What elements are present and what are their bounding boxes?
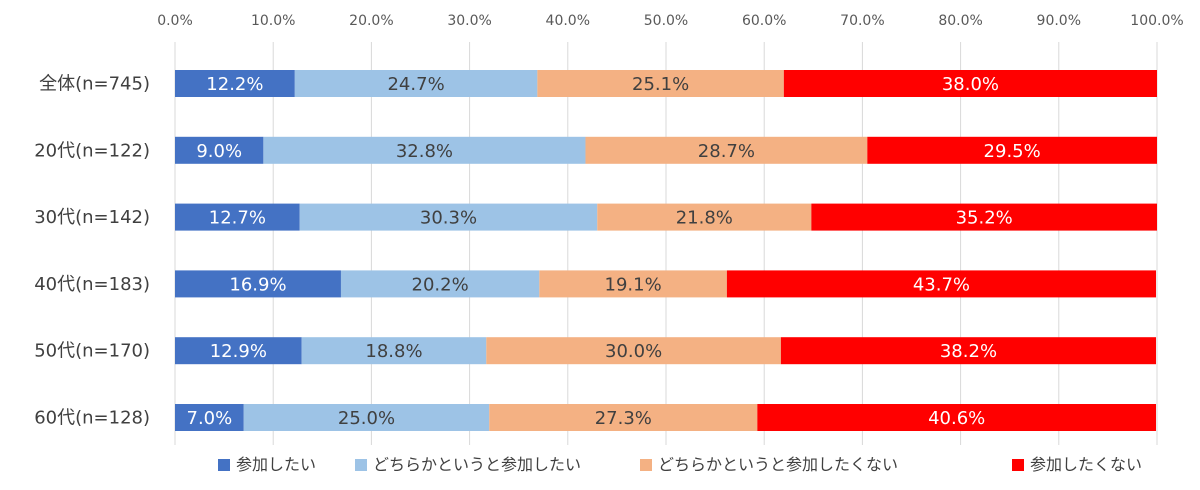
bar-segment	[486, 337, 781, 365]
legend-label: どちらかというと参加したい	[373, 455, 581, 474]
data-label: 21.8%	[676, 208, 733, 229]
data-label: 12.2%	[206, 74, 263, 95]
x-tick-label: 20.0%	[349, 13, 393, 29]
legend-label: どちらかというと参加したくない	[658, 455, 898, 474]
data-label: 43.7%	[913, 274, 970, 295]
data-label: 19.1%	[605, 274, 662, 295]
x-tick-label: 90.0%	[1037, 13, 1081, 29]
x-tick-label: 60.0%	[742, 13, 786, 29]
legend-swatch	[1012, 459, 1024, 471]
data-label: 7.0%	[187, 408, 233, 429]
data-label: 12.7%	[209, 208, 266, 229]
data-labels: 12.2% 24.7% 25.1% 38.0% 9.0% 32.8% 28.7% 29.5% 1…	[187, 74, 1041, 429]
category-labels: 全体(n=745) 20代(n=122) 30代(n=142) 40代(n=183) 5…	[34, 74, 150, 429]
bar-segment	[243, 404, 490, 431]
legend-swatch	[218, 459, 230, 471]
bar-segment	[539, 270, 727, 298]
category-label: 全体(n=745)	[39, 74, 150, 95]
data-label: 32.8%	[396, 141, 453, 162]
bar-segment	[867, 136, 1157, 164]
data-label: 16.9%	[229, 274, 286, 295]
bar-segment	[726, 270, 1157, 298]
x-tick-label: 30.0%	[447, 13, 491, 29]
legend-swatch	[355, 459, 367, 471]
data-label: 12.9%	[210, 341, 267, 362]
x-tick-label: 70.0%	[840, 13, 884, 29]
legend: 参加したい どちらかというと参加したい どちらかというと参加したくない 参加したくない	[218, 455, 1142, 474]
x-tick-label: 80.0%	[938, 13, 982, 29]
bar-segment	[175, 337, 302, 365]
bar-segment	[175, 404, 244, 431]
data-label: 30.3%	[420, 208, 477, 229]
bar-segment	[301, 337, 487, 365]
bar-segment	[294, 70, 538, 97]
data-label: 25.1%	[632, 74, 689, 95]
data-label: 24.7%	[387, 74, 444, 95]
bar-segment	[489, 404, 758, 431]
legend-label: 参加したい	[236, 455, 316, 474]
data-label: 38.0%	[942, 74, 999, 95]
bar-segment	[780, 337, 1157, 365]
bar-segment	[299, 203, 598, 231]
data-label: 29.5%	[984, 141, 1041, 162]
data-label: 27.3%	[595, 408, 652, 429]
bar-segment	[597, 203, 812, 231]
legend-swatch	[640, 459, 652, 471]
bar-segment	[175, 203, 300, 231]
data-label: 28.7%	[698, 141, 755, 162]
data-label: 30.0%	[605, 341, 662, 362]
x-tick-label: 100.0%	[1130, 13, 1183, 29]
x-axis-ticks: 0.0% 10.0% 20.0% 30.0% 40.0% 50.0% 60.0% 70.0% 8…	[157, 13, 1183, 29]
bar-segment	[537, 70, 784, 97]
category-label: 20代(n=122)	[34, 140, 150, 161]
x-tick-label: 10.0%	[251, 13, 295, 29]
bar-segment	[783, 70, 1157, 97]
x-tick-label: 0.0%	[157, 13, 193, 29]
x-tick-label: 50.0%	[644, 13, 688, 29]
data-label: 40.6%	[928, 408, 985, 429]
data-label: 9.0%	[196, 141, 242, 162]
data-label: 25.0%	[338, 408, 395, 429]
bar-segment	[175, 70, 295, 97]
bar-segment	[757, 404, 1157, 431]
category-label: 30代(n=142)	[34, 207, 150, 228]
bars	[175, 70, 1157, 431]
bar-segment	[811, 203, 1157, 231]
bar-segment	[263, 136, 586, 164]
data-label: 18.8%	[365, 341, 422, 362]
data-label: 38.2%	[940, 341, 997, 362]
bar-segment	[175, 270, 341, 298]
data-label: 35.2%	[956, 208, 1013, 229]
gridlines	[174, 42, 1158, 445]
legend-label: 参加したくない	[1030, 455, 1142, 474]
category-label: 40代(n=183)	[34, 274, 150, 295]
bar-segment	[175, 136, 264, 164]
data-label: 20.2%	[412, 274, 469, 295]
bar-segment	[340, 270, 540, 298]
bar-segment	[585, 136, 868, 164]
category-label: 60代(n=128)	[34, 408, 150, 429]
x-tick-label: 40.0%	[546, 13, 590, 29]
category-label: 50代(n=170)	[34, 341, 150, 362]
